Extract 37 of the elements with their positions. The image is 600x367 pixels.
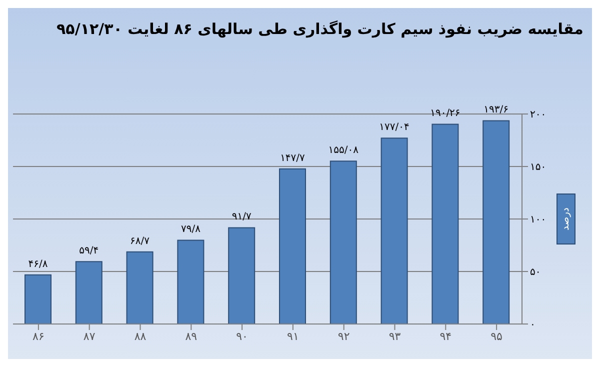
bar <box>380 138 408 324</box>
data-label: ۱۴۷/۷ <box>280 152 306 164</box>
x-tick-label: ۸۹ <box>185 330 198 343</box>
bar <box>330 160 357 324</box>
bar <box>177 240 204 324</box>
bar <box>75 261 102 324</box>
x-tick-label: ۹۰ <box>236 330 248 343</box>
data-label: ۱۹۰/۲۶ <box>430 108 460 120</box>
chart-title: مقایسه ضریب نفوذ سیم کارت واگذاری طی سالهای ۸۶ لغایت ۹۵/۱۲/۳۰ <box>56 19 584 40</box>
x-tick-label: ۹۵ <box>490 330 503 343</box>
y-tick-label: ۲۰۰ <box>530 110 546 121</box>
data-label: ۱۹۳/۶ <box>484 104 509 116</box>
x-tick-label: ۸۶ <box>32 330 44 343</box>
bar <box>228 227 256 324</box>
bar <box>279 168 306 324</box>
x-tick-label: ۹۲ <box>338 330 350 343</box>
bar <box>482 120 510 324</box>
x-tick-label: ۹۴ <box>440 330 452 343</box>
y-tick-label: ۰ <box>530 320 536 331</box>
bar <box>432 124 459 324</box>
data-label: ۴۶/۸ <box>28 258 48 270</box>
x-tick-label: ۸۷ <box>83 330 96 343</box>
bar <box>24 274 52 324</box>
y-tick-label: ۱۵۰ <box>530 162 546 174</box>
y-tick-label: ۵۰ <box>530 267 541 278</box>
x-tick-label: ۸۸ <box>134 330 146 343</box>
data-label: ۱۵۵/۰۸ <box>328 145 360 156</box>
y-tick-label: ۱۰۰ <box>530 214 546 226</box>
data-label: ۵۹/۴ <box>79 246 99 257</box>
x-tick-label: ۹۱ <box>287 330 299 343</box>
data-label: ۶۸/۷ <box>130 236 150 247</box>
data-label: ۷۹/۸ <box>180 224 202 236</box>
data-label: ۱۷۷/۰۴ <box>379 122 410 134</box>
x-tick-label: ۹۳ <box>388 330 401 343</box>
data-label: ۹۱/۷ <box>232 212 252 223</box>
bar <box>126 251 154 324</box>
y-axis-title: درصد <box>560 207 572 231</box>
